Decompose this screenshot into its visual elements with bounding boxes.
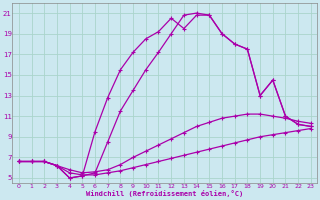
X-axis label: Windchill (Refroidissement éolien,°C): Windchill (Refroidissement éolien,°C) xyxy=(86,190,244,197)
